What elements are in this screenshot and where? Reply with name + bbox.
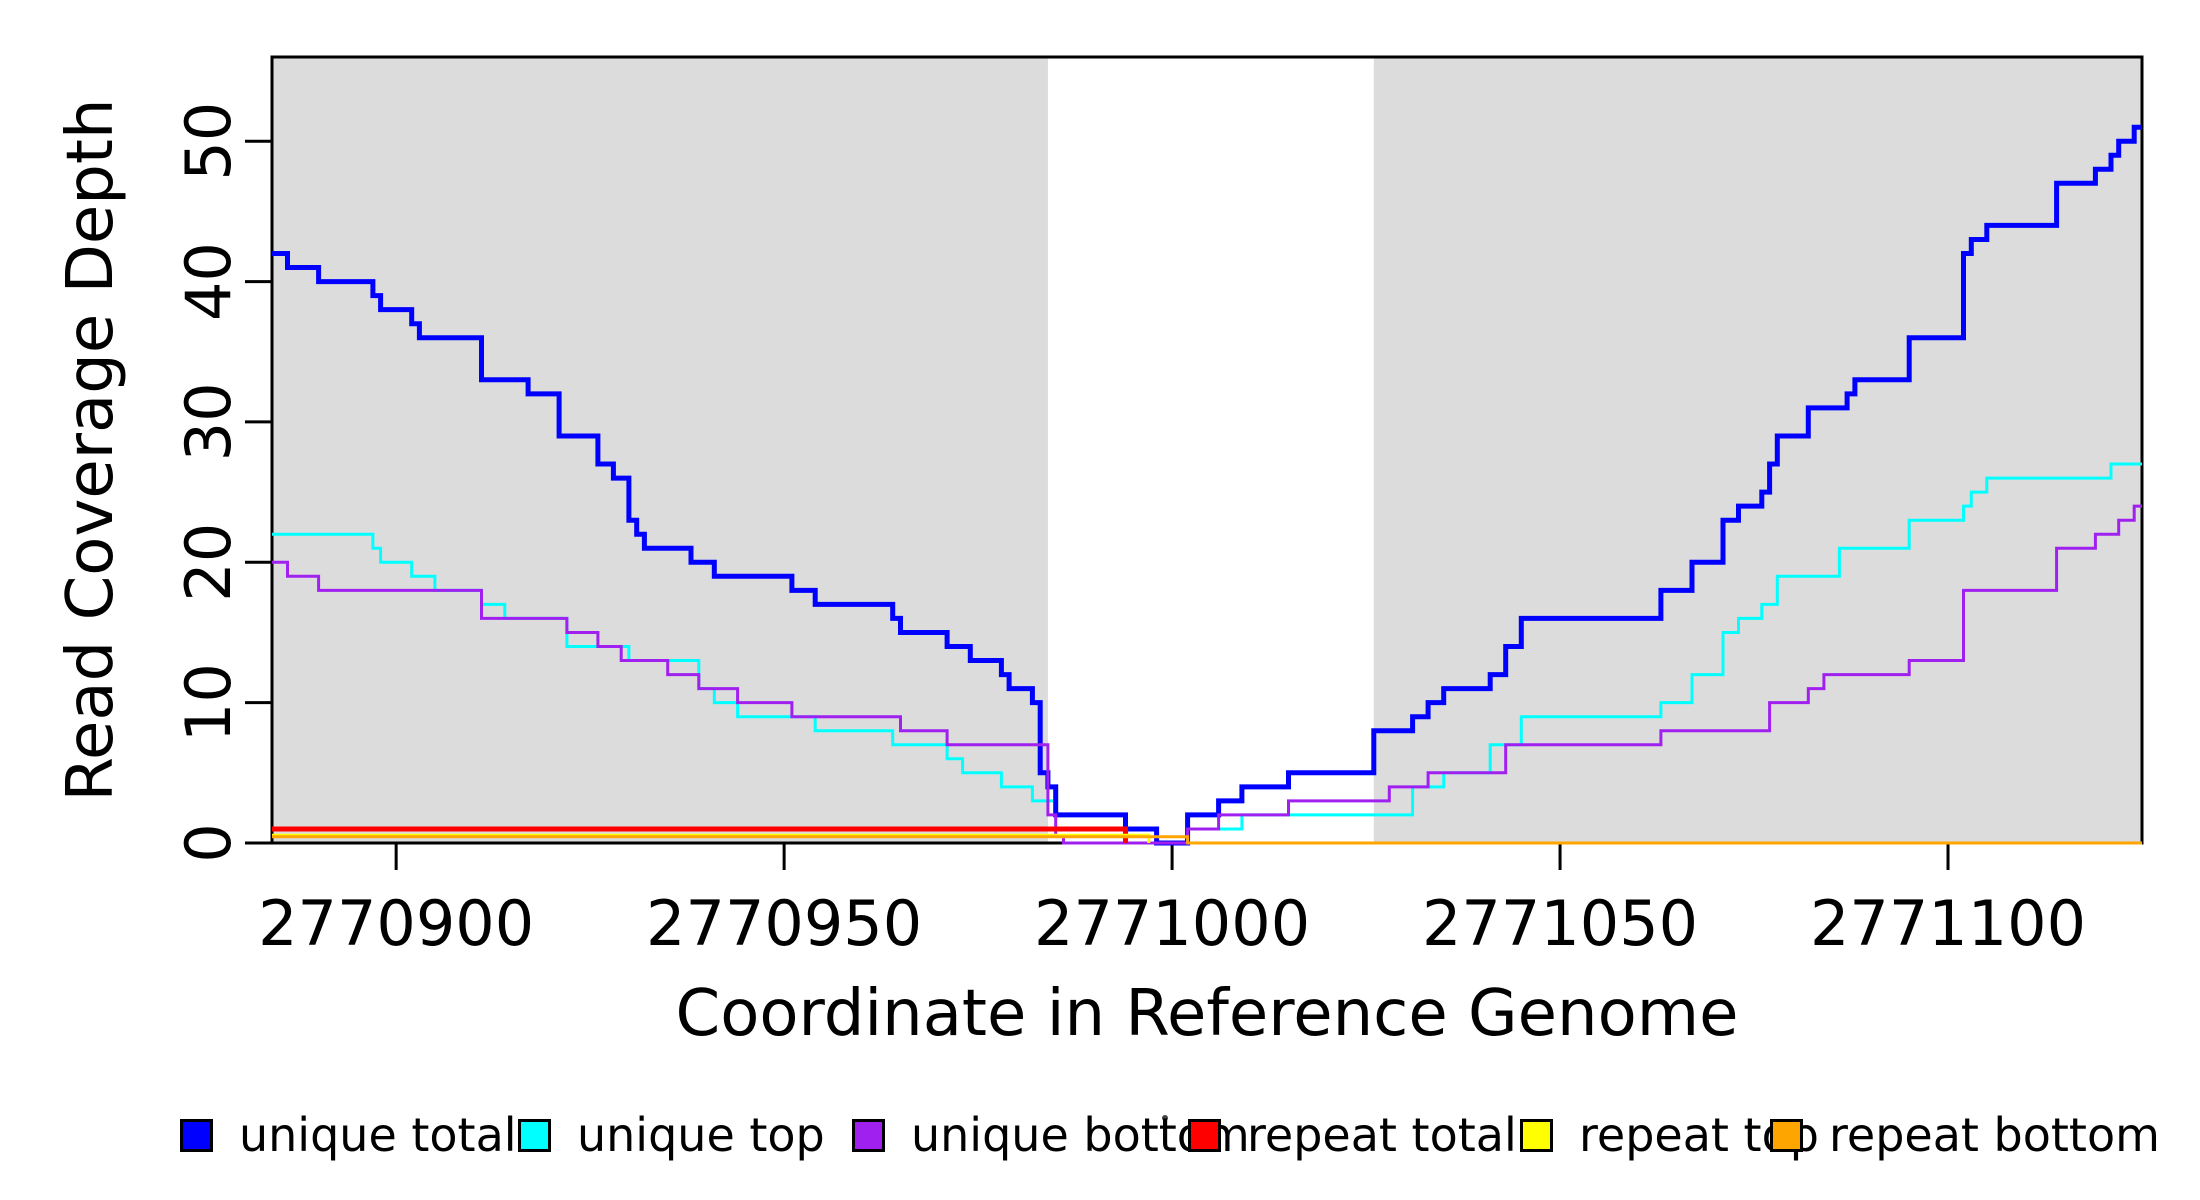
legend-item-repeat-total: repeat total: [1188, 1112, 1517, 1158]
x-tick-label: 2770900: [258, 887, 534, 960]
legend-label: repeat bottom: [1829, 1108, 2160, 1162]
series-repeat-bottom: [272, 835, 2142, 845]
y-tick-label: 20: [172, 523, 245, 602]
legend-label: unique total: [239, 1108, 517, 1162]
stray-dot: [1162, 1115, 1168, 1121]
y-tick-label: 50: [172, 102, 245, 181]
y-tick-label: 0: [172, 823, 245, 862]
legend-swatch-repeat-bottom: [1770, 1118, 1803, 1152]
legend-item-repeat-bottom: repeat bottom: [1770, 1112, 2160, 1158]
legend-swatch-repeat-top: [1520, 1118, 1553, 1152]
x-axis-title: Coordinate in Reference Genome: [676, 977, 1739, 1051]
y-tick-label: 30: [172, 382, 245, 461]
legend-item-unique-total: unique total: [180, 1112, 517, 1158]
x-tick-label: 2771100: [1810, 887, 2086, 960]
x-tick-label: 2771000: [1034, 887, 1310, 960]
y-tick-label: 40: [172, 242, 245, 321]
legend-item-unique-top: unique top: [518, 1112, 825, 1158]
legend-swatch-unique-total: [180, 1118, 213, 1152]
series-repeat-total: [272, 826, 1128, 843]
right-unique-region: [1373, 57, 2142, 843]
legend-swatch-repeat-total: [1188, 1118, 1221, 1152]
y-axis-title: Read Coverage Depth: [54, 98, 128, 801]
legend-label: repeat total: [1247, 1108, 1517, 1162]
legend-label: unique top: [577, 1108, 825, 1162]
x-tick-label: 2770950: [646, 887, 922, 960]
y-tick-label: 10: [172, 663, 245, 742]
legend-swatch-unique-top: [518, 1118, 551, 1152]
legend-swatch-unique-bottom: [852, 1118, 885, 1152]
x-tick-label: 2771050: [1422, 887, 1698, 960]
left-unique-region: [272, 57, 1048, 843]
